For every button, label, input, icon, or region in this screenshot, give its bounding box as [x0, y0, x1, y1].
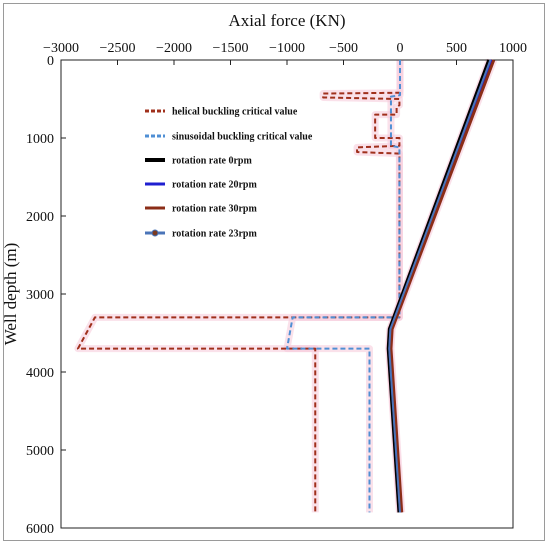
- y-axis-title: Well depth (m): [1, 243, 20, 346]
- y-tick-label: 6000: [26, 522, 54, 537]
- y-tick-label: 0: [47, 54, 54, 69]
- y-tick-label: 5000: [26, 444, 54, 459]
- legend-label-2: sinusoidal buckling critical value: [172, 132, 313, 143]
- series-highlight: [283, 60, 404, 513]
- x-tick-label: −3000: [43, 41, 79, 56]
- y-tick-label: 2000: [26, 210, 54, 225]
- y-tick-label: 4000: [26, 366, 54, 381]
- y-tick-label: 3000: [26, 288, 54, 303]
- series-line-5: [389, 59, 496, 513]
- x-tick-label: −1000: [269, 41, 305, 56]
- x-tick-label: −500: [329, 41, 358, 56]
- series-line-3: [386, 59, 492, 513]
- x-tick-label: 0: [397, 41, 404, 56]
- series-line-2: [286, 60, 401, 513]
- series-highlight: [74, 60, 404, 513]
- x-tick-label: −2500: [100, 41, 136, 56]
- x-tick-label: 1000: [499, 41, 527, 56]
- legend-marker-icon: [151, 229, 159, 237]
- y-axis-ticks: 0 1000 2000 3000 4000 5000 6000: [26, 54, 66, 537]
- series-lines: [76, 59, 496, 513]
- x-tick-label: −1500: [213, 41, 249, 56]
- plot-area: [60, 59, 514, 529]
- x-axis-title: Axial force (KN): [228, 11, 345, 30]
- legend-label-5: rotation rate 30rpm: [172, 204, 257, 215]
- legend: helical buckling critical value sinusoida…: [145, 107, 313, 240]
- legend-label-6: rotation rate 23rpm: [172, 229, 257, 240]
- series-line-1: [76, 60, 401, 513]
- x-tick-label: 500: [446, 41, 467, 56]
- y-tick-label: 1000: [26, 132, 54, 147]
- figure-frame: [3, 3, 545, 541]
- series-highlight-layer: [74, 58, 498, 513]
- legend-label-4: rotation rate 20rpm: [172, 180, 257, 191]
- series-line-6: [388, 59, 492, 513]
- x-tick-label: −2000: [156, 41, 192, 56]
- legend-label-3: rotation rate 0rpm: [172, 156, 252, 167]
- x-axis-ticks: −3000 −2500 −2000 −1500 −1000 −500 0 500 1000: [43, 41, 527, 65]
- legend-label-1: helical buckling critical value: [172, 107, 298, 118]
